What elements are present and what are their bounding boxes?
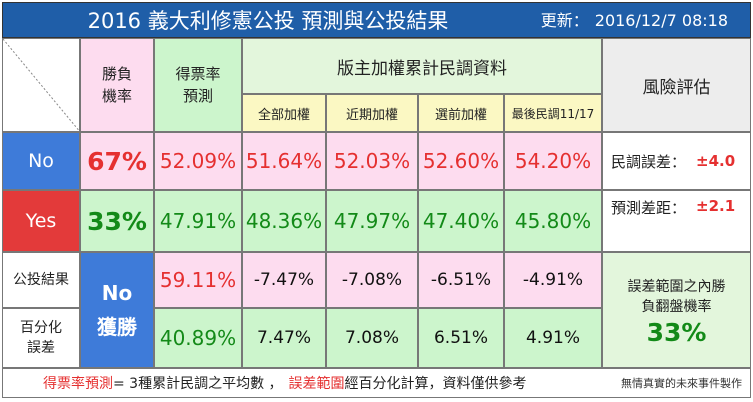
diff-no-all: -7.47% <box>242 252 326 308</box>
yes-win-rate: 33% <box>80 190 154 252</box>
footer-credit: 無情真實的未來事件製作 <box>621 377 742 390</box>
updated-timestamp: 更新： 2016/12/7 08:18 <box>540 3 728 37</box>
row-label-yes: Yes <box>2 190 80 252</box>
diff-yes-all: 7.47% <box>242 308 326 368</box>
header-win-rate: 勝負機率 <box>80 38 154 132</box>
result-no-share: 59.11% <box>154 252 242 308</box>
diff-no-preelection: -6.51% <box>418 252 504 308</box>
label-percent-error: 百分化誤差 <box>2 308 80 368</box>
yes-forecast: 47.91% <box>154 190 242 252</box>
risk-poll-error: 民調誤差： ±4.0 <box>602 132 751 190</box>
footer-term-error-range: 誤差範圍 <box>288 376 345 392</box>
no-poll-preelection: 52.60% <box>418 132 504 190</box>
flip-probability-label: 誤差範圍之內勝負翻盤機率 <box>627 279 726 315</box>
footer-note: 得票率預測 = 3種累計民調之平均數 ， 誤差範圍 經百分化計算，資料僅供參考 無情… <box>2 368 751 398</box>
diagonal-line-icon <box>3 39 79 131</box>
risk-forecast-gap: 預測差距： ±2.1 <box>602 190 751 252</box>
page-title: 2016 義大利修憲公投 預測與公投結果 <box>87 9 449 33</box>
diff-no-last: -4.91% <box>504 252 602 308</box>
yes-poll-all: 48.36% <box>242 190 326 252</box>
risk-forecast-gap-label: 預測差距： <box>611 199 687 217</box>
header-poll-last: 最後民調11/17 <box>504 94 602 132</box>
footer-term-forecast: 得票率預測 <box>43 376 113 392</box>
diff-yes-last: 4.91% <box>504 308 602 368</box>
updated-label: 更新： <box>540 11 589 30</box>
yes-poll-preelection: 47.40% <box>418 190 504 252</box>
forecast-table: 2016 義大利修憲公投 預測與公投結果 更新： 2016/12/7 08:18 … <box>2 2 751 398</box>
row-label-no: No <box>2 132 80 190</box>
risk-poll-error-label: 民調誤差： <box>611 152 687 171</box>
header-poll-recent: 近期加權 <box>326 94 418 132</box>
diff-no-recent: -7.08% <box>326 252 418 308</box>
flip-probability-value: 33% <box>646 318 707 347</box>
flip-probability: 誤差範圍之內勝負翻盤機率 33% <box>602 252 751 368</box>
no-poll-all: 51.64% <box>242 132 326 190</box>
corner-diagonal-cell <box>2 38 80 132</box>
header-vote-forecast: 得票率預測 <box>154 38 242 132</box>
risk-forecast-gap-value: ±2.1 <box>696 197 736 215</box>
updated-value: 2016/12/7 08:18 <box>594 11 728 30</box>
no-poll-recent: 52.03% <box>326 132 418 190</box>
no-poll-last: 54.20% <box>504 132 602 190</box>
risk-poll-error-value: ±4.0 <box>696 152 736 170</box>
diff-yes-recent: 7.08% <box>326 308 418 368</box>
no-forecast: 52.09% <box>154 132 242 190</box>
title-bar: 2016 義大利修憲公投 預測與公投結果 更新： 2016/12/7 08:18 <box>2 2 751 38</box>
result-yes-share: 40.89% <box>154 308 242 368</box>
diff-yes-preelection: 6.51% <box>418 308 504 368</box>
no-win-rate: 67% <box>80 132 154 190</box>
header-poll-all: 全部加權 <box>242 94 326 132</box>
label-referendum-result: 公投結果 <box>2 252 80 308</box>
yes-poll-last: 45.80% <box>504 190 602 252</box>
header-poll-group: 版主加權累計民調資料 <box>242 38 602 94</box>
outcome-no-wins: No 獲勝 <box>80 252 154 368</box>
header-risk: 風險評估 <box>602 38 751 132</box>
yes-poll-recent: 47.97% <box>326 190 418 252</box>
footer-text-2: 經百分化計算，資料僅供參考 <box>344 376 527 392</box>
header-poll-preelection: 選前加權 <box>418 94 504 132</box>
footer-text-1: = 3種累計民調之平均數 ， <box>113 376 283 392</box>
